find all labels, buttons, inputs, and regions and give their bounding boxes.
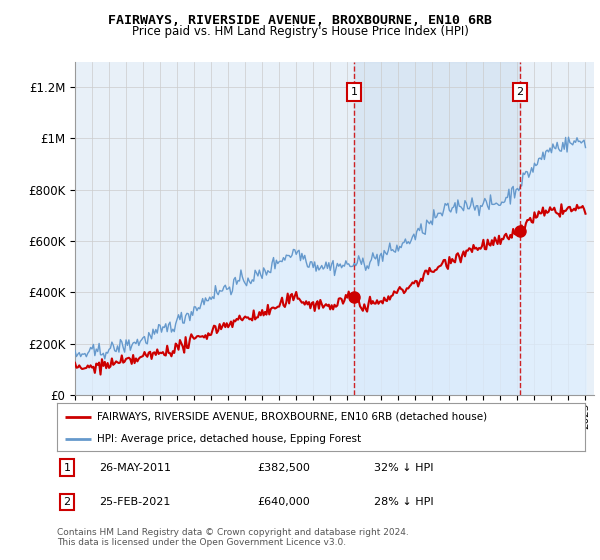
Text: 32% ↓ HPI: 32% ↓ HPI [374, 463, 433, 473]
Text: Contains HM Land Registry data © Crown copyright and database right 2024.
This d: Contains HM Land Registry data © Crown c… [57, 528, 409, 547]
Text: 25-FEB-2021: 25-FEB-2021 [99, 497, 170, 507]
Text: FAIRWAYS, RIVERSIDE AVENUE, BROXBOURNE, EN10 6RB (detached house): FAIRWAYS, RIVERSIDE AVENUE, BROXBOURNE, … [97, 412, 487, 422]
Text: 1: 1 [350, 87, 358, 97]
Text: Price paid vs. HM Land Registry's House Price Index (HPI): Price paid vs. HM Land Registry's House … [131, 25, 469, 38]
Text: 2: 2 [517, 87, 524, 97]
Text: 28% ↓ HPI: 28% ↓ HPI [374, 497, 433, 507]
Text: 2: 2 [64, 497, 70, 507]
Text: FAIRWAYS, RIVERSIDE AVENUE, BROXBOURNE, EN10 6RB: FAIRWAYS, RIVERSIDE AVENUE, BROXBOURNE, … [108, 14, 492, 27]
Bar [354, 62, 520, 395]
Text: £382,500: £382,500 [257, 463, 311, 473]
Text: HPI: Average price, detached house, Epping Forest: HPI: Average price, detached house, Eppi… [97, 434, 361, 444]
Text: 26-MAY-2011: 26-MAY-2011 [99, 463, 171, 473]
Text: £640,000: £640,000 [257, 497, 310, 507]
Text: 1: 1 [64, 463, 70, 473]
